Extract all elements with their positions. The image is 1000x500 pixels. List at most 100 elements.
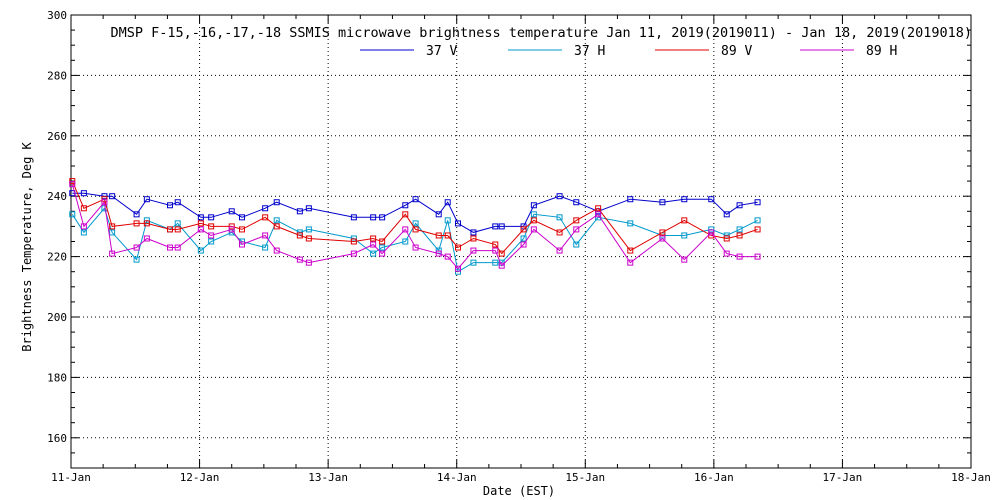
- legend-item-37-h: 37 H: [508, 44, 605, 59]
- data-point-37-h: [444, 217, 451, 224]
- data-point-89-h: [736, 253, 743, 260]
- data-point-89-h: [492, 247, 499, 254]
- data-point-37-v: [455, 220, 461, 227]
- data-point-37-h: [296, 229, 303, 236]
- data-point-37-h: [80, 229, 87, 236]
- data-point-89-h: [681, 256, 688, 263]
- data-point-89-h: [435, 250, 442, 257]
- data-point-89-v: [754, 226, 761, 233]
- data-point-37-h: [754, 217, 761, 224]
- data-point-89-h: [133, 244, 140, 251]
- data-point-37-v: [208, 214, 215, 221]
- data-point-89-v: [520, 226, 527, 233]
- data-point-37-v: [370, 214, 377, 221]
- data-point-37-h: [556, 214, 563, 221]
- data-point-37-v: [530, 202, 537, 209]
- data-point-89-v: [273, 223, 280, 230]
- data-point-89-h: [305, 259, 312, 266]
- data-point-37-h: [470, 259, 477, 266]
- data-point-37-h: [143, 217, 150, 224]
- series-37-h: [69, 205, 761, 275]
- data-point-89-v: [723, 235, 730, 242]
- data-point-89-h: [402, 226, 409, 233]
- series-layer: [69, 178, 761, 275]
- data-point-89-h: [573, 226, 580, 233]
- data-point-89-h: [659, 235, 666, 242]
- data-point-89-v: [736, 232, 743, 239]
- data-point-89-v: [305, 235, 312, 242]
- x-tick-label: 18-Jan: [951, 471, 991, 484]
- y-tick-label: 160: [47, 432, 67, 445]
- y-tick-label: 180: [47, 371, 67, 384]
- data-point-89-h: [556, 247, 563, 254]
- data-point-89-v: [530, 217, 537, 224]
- data-point-89-h: [197, 226, 204, 233]
- data-point-37-v: [262, 205, 269, 212]
- data-point-89-h: [273, 247, 280, 254]
- data-point-89-v: [402, 211, 409, 218]
- data-point-89-h: [370, 241, 377, 248]
- data-point-37-v: [133, 211, 140, 218]
- data-point-37-h: [370, 250, 377, 257]
- data-point-89-h: [627, 259, 634, 266]
- data-point-37-v: [498, 223, 505, 230]
- y-tick-label: 280: [47, 69, 67, 82]
- series-line-89-v: [71, 180, 758, 255]
- data-point-37-v: [412, 196, 419, 203]
- legend-item-37-v: 37 V: [360, 44, 457, 59]
- data-point-89-h: [379, 250, 386, 257]
- data-point-37-h: [520, 235, 527, 242]
- data-point-37-v: [228, 208, 235, 215]
- data-point-89-v: [208, 223, 215, 230]
- data-point-89-v: [239, 226, 245, 233]
- data-point-37-v: [174, 199, 181, 206]
- data-point-37-v: [573, 199, 580, 206]
- data-point-37-v: [167, 202, 173, 209]
- data-point-37-h: [174, 220, 181, 227]
- legend: 37 V 37 H 89 V 89 H: [360, 44, 897, 59]
- y-tick-label: 260: [47, 130, 67, 143]
- data-point-89-v: [133, 220, 140, 227]
- legend-label-89-h: 89 H: [866, 44, 897, 59]
- data-point-89-v: [109, 223, 116, 230]
- data-point-37-h: [379, 244, 386, 251]
- data-point-89-h: [239, 241, 245, 248]
- x-tick-label: 16-Jan: [694, 471, 734, 484]
- data-point-37-v: [379, 214, 386, 221]
- data-point-89-h: [109, 250, 116, 257]
- ticks-layer: 11-Jan 12-Jan 13-Jan 14-Jan 15-Jan 16-Jan 17-J…: [47, 9, 991, 484]
- data-point-37-v: [754, 199, 761, 206]
- data-point-37-v: [444, 199, 451, 206]
- series-37-v: [69, 190, 761, 236]
- legend-item-89-v: 89 V: [655, 44, 752, 59]
- data-point-37-v: [492, 223, 499, 230]
- data-point-89-h: [412, 244, 419, 251]
- x-tick-label: 15-Jan: [565, 471, 605, 484]
- data-point-37-v: [723, 211, 730, 218]
- x-tick-label: 14-Jan: [437, 471, 477, 484]
- data-point-89-v: [69, 178, 76, 185]
- data-point-89-h: [498, 262, 505, 269]
- data-point-89-v: [627, 247, 634, 254]
- data-point-37-v: [708, 196, 715, 203]
- data-point-89-v: [412, 226, 419, 233]
- data-point-37-v: [296, 208, 303, 215]
- x-tick-label: 11-Jan: [51, 471, 91, 484]
- series-89-v: [69, 178, 761, 257]
- data-point-37-h: [305, 226, 312, 233]
- data-point-89-v: [444, 232, 451, 239]
- data-point-37-h: [197, 247, 204, 254]
- legend-label-37-v: 37 V: [426, 44, 457, 59]
- data-point-37-h: [681, 232, 688, 239]
- data-point-89-v: [370, 235, 377, 242]
- data-point-37-v: [305, 205, 312, 212]
- data-point-89-v: [197, 220, 204, 227]
- data-point-37-v: [273, 199, 280, 206]
- data-point-37-v: [659, 199, 666, 206]
- data-point-89-h: [143, 235, 150, 242]
- data-point-37-v: [627, 196, 634, 203]
- data-point-37-h: [573, 241, 580, 248]
- data-point-89-v: [659, 229, 666, 236]
- data-point-89-v: [262, 214, 269, 221]
